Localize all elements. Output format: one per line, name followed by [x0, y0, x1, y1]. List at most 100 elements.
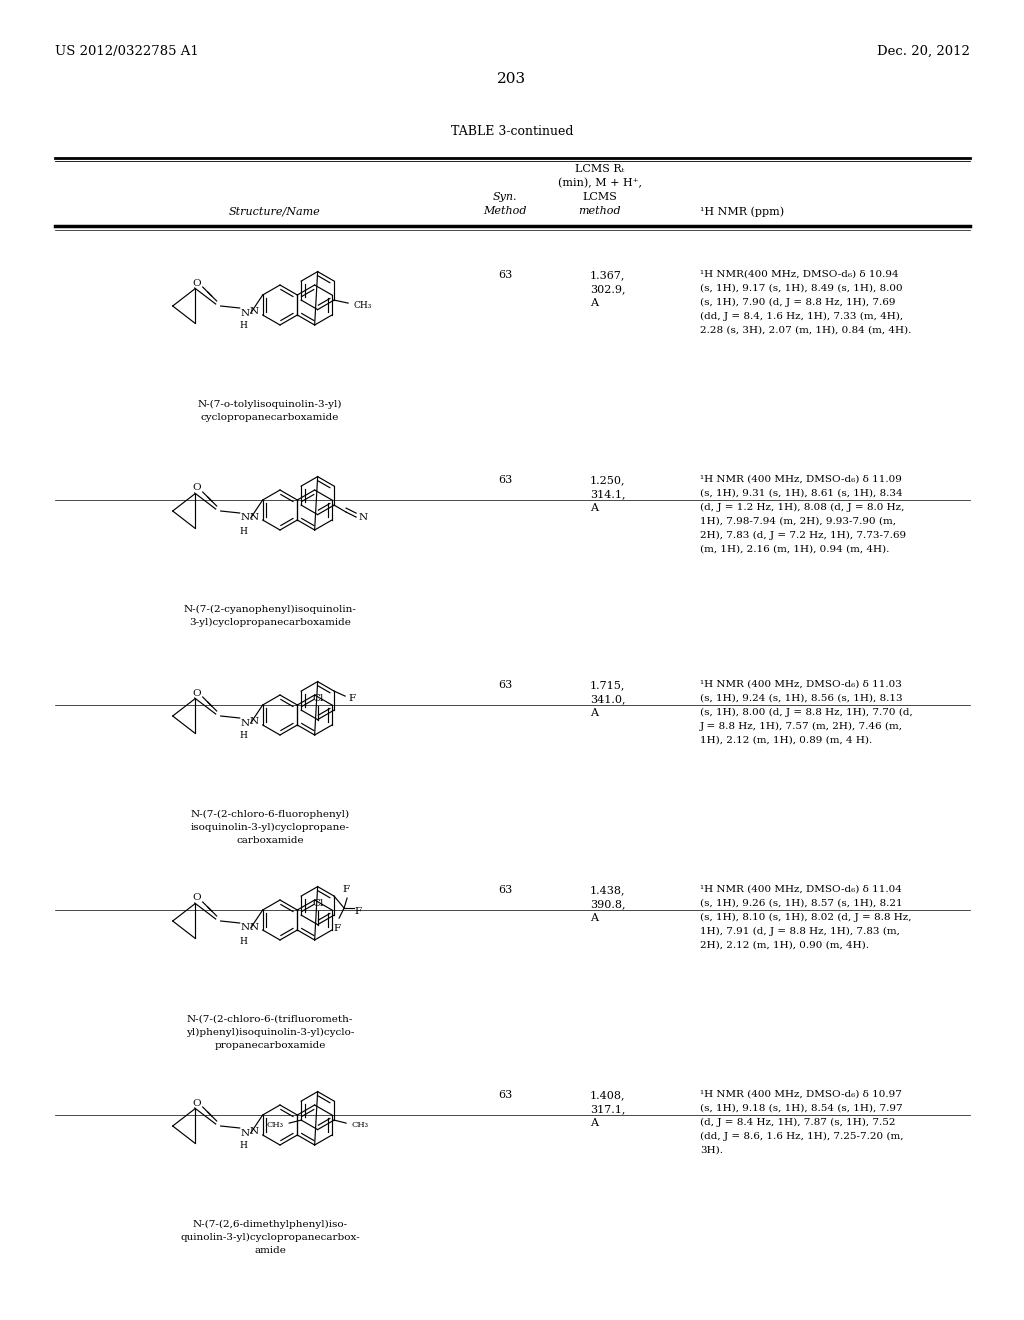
Text: F: F — [334, 924, 341, 933]
Text: 63: 63 — [498, 884, 512, 895]
Text: Cl: Cl — [312, 693, 324, 702]
Text: N: N — [249, 923, 258, 932]
Text: N: N — [249, 718, 258, 726]
Text: 1H), 7.98-7.94 (m, 2H), 9.93-7.90 (m,: 1H), 7.98-7.94 (m, 2H), 9.93-7.90 (m, — [700, 517, 896, 525]
Text: (s, 1H), 9.26 (s, 1H), 8.57 (s, 1H), 8.21: (s, 1H), 9.26 (s, 1H), 8.57 (s, 1H), 8.2… — [700, 899, 902, 908]
Text: 317.1,: 317.1, — [590, 1104, 626, 1114]
Text: N: N — [249, 308, 258, 317]
Text: A: A — [590, 503, 598, 513]
Text: ¹H NMR (400 MHz, DMSO-d₆) δ 11.03: ¹H NMR (400 MHz, DMSO-d₆) δ 11.03 — [700, 680, 902, 689]
Text: N: N — [240, 718, 249, 727]
Text: Syn.: Syn. — [493, 191, 517, 202]
Text: Cl: Cl — [312, 899, 324, 908]
Text: N-(7-(2,6-dimethylphenyl)iso-: N-(7-(2,6-dimethylphenyl)iso- — [193, 1220, 347, 1229]
Text: 1.250,: 1.250, — [590, 475, 626, 484]
Text: H: H — [240, 1142, 248, 1151]
Text: ¹H NMR (400 MHz, DMSO-d₆) δ 10.97: ¹H NMR (400 MHz, DMSO-d₆) δ 10.97 — [700, 1090, 902, 1100]
Text: 1.408,: 1.408, — [590, 1090, 626, 1100]
Text: 63: 63 — [498, 680, 512, 690]
Text: N: N — [240, 513, 249, 523]
Text: cyclopropanecarboxamide: cyclopropanecarboxamide — [201, 413, 339, 422]
Text: (dd, J = 8.6, 1.6 Hz, 1H), 7.25-7.20 (m,: (dd, J = 8.6, 1.6 Hz, 1H), 7.25-7.20 (m, — [700, 1133, 903, 1140]
Text: 63: 63 — [498, 475, 512, 484]
Text: 203: 203 — [498, 73, 526, 86]
Text: A: A — [590, 708, 598, 718]
Text: 63: 63 — [498, 271, 512, 280]
Text: CH₃: CH₃ — [353, 301, 372, 310]
Text: N-(7-o-tolylisoquinolin-3-yl): N-(7-o-tolylisoquinolin-3-yl) — [198, 400, 342, 409]
Text: A: A — [590, 1118, 598, 1129]
Text: method: method — [579, 206, 622, 216]
Text: 314.1,: 314.1, — [590, 488, 626, 499]
Text: F: F — [348, 693, 355, 702]
Text: (dd, J = 8.4, 1.6 Hz, 1H), 7.33 (m, 4H),: (dd, J = 8.4, 1.6 Hz, 1H), 7.33 (m, 4H), — [700, 312, 903, 321]
Text: H: H — [240, 527, 248, 536]
Text: (s, 1H), 9.31 (s, 1H), 8.61 (s, 1H), 8.34: (s, 1H), 9.31 (s, 1H), 8.61 (s, 1H), 8.3… — [700, 488, 902, 498]
Text: ¹H NMR (ppm): ¹H NMR (ppm) — [700, 206, 784, 216]
Text: LCMS Rₜ: LCMS Rₜ — [575, 164, 625, 174]
Text: 302.9,: 302.9, — [590, 284, 626, 294]
Text: CH₃: CH₃ — [351, 1121, 368, 1129]
Text: (d, J = 8.4 Hz, 1H), 7.87 (s, 1H), 7.52: (d, J = 8.4 Hz, 1H), 7.87 (s, 1H), 7.52 — [700, 1118, 896, 1127]
Text: (s, 1H), 8.00 (d, J = 8.8 Hz, 1H), 7.70 (d,: (s, 1H), 8.00 (d, J = 8.8 Hz, 1H), 7.70 … — [700, 708, 912, 717]
Text: N: N — [240, 1129, 249, 1138]
Text: A: A — [590, 913, 598, 923]
Text: 2.28 (s, 3H), 2.07 (m, 1H), 0.84 (m, 4H).: 2.28 (s, 3H), 2.07 (m, 1H), 0.84 (m, 4H)… — [700, 326, 911, 335]
Text: (s, 1H), 7.90 (d, J = 8.8 Hz, 1H), 7.69: (s, 1H), 7.90 (d, J = 8.8 Hz, 1H), 7.69 — [700, 298, 896, 308]
Text: (s, 1H), 8.10 (s, 1H), 8.02 (d, J = 8.8 Hz,: (s, 1H), 8.10 (s, 1H), 8.02 (d, J = 8.8 … — [700, 913, 911, 923]
Text: N-(7-(2-cyanophenyl)isoquinolin-: N-(7-(2-cyanophenyl)isoquinolin- — [183, 605, 356, 614]
Text: 2H), 2.12 (m, 1H), 0.90 (m, 4H).: 2H), 2.12 (m, 1H), 0.90 (m, 4H). — [700, 941, 869, 950]
Text: 1H), 2.12 (m, 1H), 0.89 (m, 4 H).: 1H), 2.12 (m, 1H), 0.89 (m, 4 H). — [700, 737, 872, 744]
Text: 3H).: 3H). — [700, 1146, 723, 1155]
Text: (s, 1H), 9.17 (s, 1H), 8.49 (s, 1H), 8.00: (s, 1H), 9.17 (s, 1H), 8.49 (s, 1H), 8.0… — [700, 284, 902, 293]
Text: N-(7-(2-chloro-6-fluorophenyl): N-(7-(2-chloro-6-fluorophenyl) — [190, 810, 349, 820]
Text: O: O — [193, 279, 201, 288]
Text: N: N — [240, 309, 249, 318]
Text: N: N — [249, 1127, 258, 1137]
Text: CH₃: CH₃ — [266, 1121, 284, 1129]
Text: H: H — [240, 322, 248, 330]
Text: 1.367,: 1.367, — [590, 271, 626, 280]
Text: 1.715,: 1.715, — [590, 680, 626, 690]
Text: amide: amide — [254, 1246, 286, 1255]
Text: isoquinolin-3-yl)cyclopropane-: isoquinolin-3-yl)cyclopropane- — [190, 822, 349, 832]
Text: A: A — [590, 298, 598, 308]
Text: 63: 63 — [498, 1090, 512, 1100]
Text: N: N — [249, 512, 258, 521]
Text: (m, 1H), 2.16 (m, 1H), 0.94 (m, 4H).: (m, 1H), 2.16 (m, 1H), 0.94 (m, 4H). — [700, 545, 890, 554]
Text: (s, 1H), 9.18 (s, 1H), 8.54 (s, 1H), 7.97: (s, 1H), 9.18 (s, 1H), 8.54 (s, 1H), 7.9… — [700, 1104, 902, 1113]
Text: O: O — [193, 894, 201, 903]
Text: Structure/Name: Structure/Name — [229, 206, 321, 216]
Text: ¹H NMR (400 MHz, DMSO-d₆) δ 11.04: ¹H NMR (400 MHz, DMSO-d₆) δ 11.04 — [700, 884, 902, 894]
Text: 1.438,: 1.438, — [590, 884, 626, 895]
Text: ¹H NMR (400 MHz, DMSO-d₆) δ 11.09: ¹H NMR (400 MHz, DMSO-d₆) δ 11.09 — [700, 475, 902, 484]
Text: O: O — [193, 689, 201, 697]
Text: (min), M + H⁺,: (min), M + H⁺, — [558, 178, 642, 189]
Text: 3-yl)cyclopropanecarboxamide: 3-yl)cyclopropanecarboxamide — [189, 618, 351, 627]
Text: US 2012/0322785 A1: US 2012/0322785 A1 — [55, 45, 199, 58]
Text: Method: Method — [483, 206, 526, 216]
Text: carboxamide: carboxamide — [237, 836, 304, 845]
Text: Dec. 20, 2012: Dec. 20, 2012 — [878, 45, 970, 58]
Text: propanecarboxamide: propanecarboxamide — [214, 1041, 326, 1049]
Text: 341.0,: 341.0, — [590, 694, 626, 704]
Text: yl)phenyl)isoquinolin-3-yl)cyclo-: yl)phenyl)isoquinolin-3-yl)cyclo- — [185, 1028, 354, 1038]
Text: N-(7-(2-chloro-6-(trifluorometh-: N-(7-(2-chloro-6-(trifluorometh- — [186, 1015, 353, 1024]
Text: N: N — [358, 512, 368, 521]
Text: F: F — [343, 886, 349, 894]
Text: ¹H NMR(400 MHz, DMSO-d₆) δ 10.94: ¹H NMR(400 MHz, DMSO-d₆) δ 10.94 — [700, 271, 899, 279]
Text: 1H), 7.91 (d, J = 8.8 Hz, 1H), 7.83 (m,: 1H), 7.91 (d, J = 8.8 Hz, 1H), 7.83 (m, — [700, 927, 900, 936]
Text: F: F — [354, 907, 361, 916]
Text: O: O — [193, 483, 201, 492]
Text: H: H — [240, 731, 248, 741]
Text: (d, J = 1.2 Hz, 1H), 8.08 (d, J = 8.0 Hz,: (d, J = 1.2 Hz, 1H), 8.08 (d, J = 8.0 Hz… — [700, 503, 904, 512]
Text: O: O — [193, 1098, 201, 1107]
Text: (s, 1H), 9.24 (s, 1H), 8.56 (s, 1H), 8.13: (s, 1H), 9.24 (s, 1H), 8.56 (s, 1H), 8.1… — [700, 694, 902, 704]
Text: LCMS: LCMS — [583, 191, 617, 202]
Text: 2H), 7.83 (d, J = 7.2 Hz, 1H), 7.73-7.69: 2H), 7.83 (d, J = 7.2 Hz, 1H), 7.73-7.69 — [700, 531, 906, 540]
Text: N: N — [240, 924, 249, 932]
Text: quinolin-3-yl)cyclopropanecarbox-: quinolin-3-yl)cyclopropanecarbox- — [180, 1233, 359, 1242]
Text: H: H — [240, 936, 248, 945]
Text: J = 8.8 Hz, 1H), 7.57 (m, 2H), 7.46 (m,: J = 8.8 Hz, 1H), 7.57 (m, 2H), 7.46 (m, — [700, 722, 903, 731]
Text: TABLE 3-continued: TABLE 3-continued — [451, 125, 573, 139]
